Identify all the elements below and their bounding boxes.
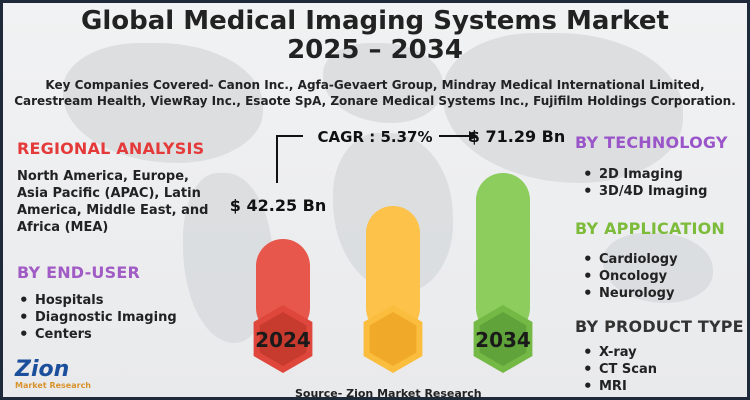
hexagon-inner-1: [369, 312, 417, 366]
application-item: Oncology: [577, 268, 747, 285]
map-north-america: [63, 43, 263, 163]
bar-2: [476, 173, 530, 335]
application-heading: BY APPLICATION: [575, 219, 726, 238]
bar-1: [366, 205, 420, 335]
end-user-item: Diagnostic Imaging: [13, 309, 213, 326]
end-user-list: Hospitals Diagnostic Imaging Centers: [13, 292, 213, 343]
end-user-item-text: Centers: [35, 327, 92, 342]
title-line-2: 2025 – 2034: [287, 35, 463, 65]
bar-0: [256, 238, 310, 335]
value-label-2034: $ 71.29 Bn: [469, 127, 565, 146]
hexagon-inner-2: [479, 312, 527, 366]
product-type-heading: BY PRODUCT TYPE: [575, 317, 744, 336]
end-user-item-continued: Centers: [13, 326, 213, 343]
regional-text: North America, Europe, Asia Pacific (APA…: [17, 169, 209, 235]
cagr-arrowhead: [469, 131, 478, 141]
technology-list: 2D Imaging 3D/4D Imaging: [577, 166, 747, 200]
value-label-2024: $ 42.25 Bn: [230, 196, 326, 215]
regional-heading: REGIONAL ANALYSIS: [17, 139, 205, 158]
market-chart: 2024 2034 $ 42.25 Bn $ 71.29 Bn CAGR : 5.37%: [230, 127, 565, 373]
year-label: 2024: [255, 328, 311, 352]
logo-name: Zion: [15, 357, 70, 382]
hexagon-inner-0: [259, 312, 307, 366]
map-asia: [443, 33, 683, 183]
application-item: Cardiology: [577, 251, 747, 268]
logo-tagline: Market Research: [15, 381, 91, 390]
product-type-list: X-ray CT Scan MRI: [577, 344, 747, 395]
product-type-item: X-ray: [577, 344, 747, 361]
end-user-heading: BY END-USER: [17, 263, 140, 282]
technology-heading: BY TECHNOLOGY: [575, 133, 728, 152]
key-companies: Key Companies Covered- Canon Inc., Agfa-…: [14, 78, 736, 108]
end-user-item: Hospitals: [13, 292, 213, 309]
technology-item: 2D Imaging: [577, 166, 747, 183]
map-europe: [323, 43, 443, 123]
application-list: Cardiology Oncology Neurology: [577, 251, 747, 302]
cagr-connector: [276, 135, 303, 183]
page-title: Global Medical Imaging Systems Market 20…: [3, 7, 747, 65]
product-type-item: MRI: [577, 378, 747, 395]
source-note: Source- Zion Market Research: [295, 387, 482, 400]
year-label: 2034: [475, 328, 531, 352]
application-item: Neurology: [577, 285, 747, 302]
product-type-item: CT Scan: [577, 361, 747, 378]
technology-item: 3D/4D Imaging: [577, 183, 747, 200]
zion-logo: Zion Market Research: [15, 357, 91, 391]
title-line-1: Global Medical Imaging Systems Market: [81, 6, 669, 36]
cagr-label: CAGR : 5.37%: [318, 128, 433, 146]
